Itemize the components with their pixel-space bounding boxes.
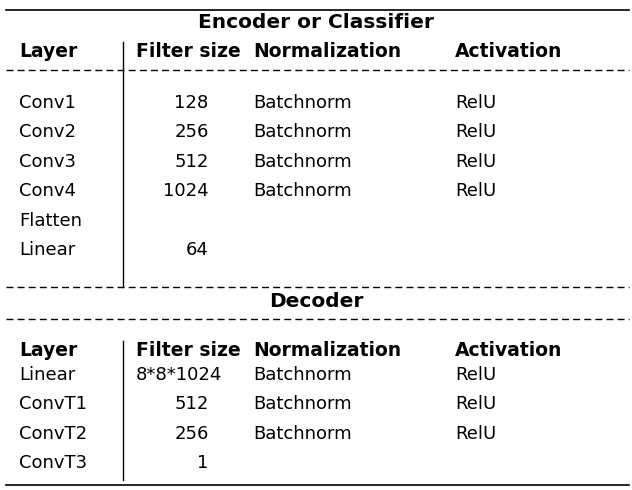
Text: 1024: 1024 [163,182,209,200]
Text: ConvT2: ConvT2 [19,425,87,442]
Text: RelU: RelU [455,153,496,171]
Text: Batchnorm: Batchnorm [253,153,351,171]
Text: RelU: RelU [455,366,496,384]
Text: Decoder: Decoder [269,292,363,311]
Text: Filter size: Filter size [136,341,241,360]
Text: 128: 128 [174,94,209,112]
Text: Layer: Layer [19,42,77,61]
Text: Linear: Linear [19,241,75,259]
Text: Batchnorm: Batchnorm [253,366,351,384]
Text: Encoder or Classifier: Encoder or Classifier [198,13,434,31]
Text: RelU: RelU [455,94,496,112]
Text: Conv1: Conv1 [19,94,76,112]
Text: Batchnorm: Batchnorm [253,182,351,200]
Text: 512: 512 [174,395,209,413]
Text: Batchnorm: Batchnorm [253,94,351,112]
Text: RelU: RelU [455,425,496,442]
Text: Batchnorm: Batchnorm [253,425,351,442]
Text: Activation: Activation [455,42,562,61]
Text: Batchnorm: Batchnorm [253,123,351,141]
Text: RelU: RelU [455,182,496,200]
Text: Normalization: Normalization [253,42,401,61]
Text: Conv4: Conv4 [19,182,76,200]
Text: 256: 256 [174,123,209,141]
Text: 256: 256 [174,425,209,442]
Text: Normalization: Normalization [253,341,401,360]
Text: ConvT1: ConvT1 [19,395,87,413]
Text: 512: 512 [174,153,209,171]
Text: RelU: RelU [455,123,496,141]
Text: 64: 64 [186,241,209,259]
Text: Flatten: Flatten [19,212,82,229]
Text: Filter size: Filter size [136,42,241,61]
Text: Conv3: Conv3 [19,153,76,171]
Text: Layer: Layer [19,341,77,360]
Text: 8*8*1024: 8*8*1024 [136,366,222,384]
Text: 1: 1 [197,454,209,472]
Text: ConvT3: ConvT3 [19,454,87,472]
Text: Batchnorm: Batchnorm [253,395,351,413]
Text: Conv2: Conv2 [19,123,76,141]
Text: Activation: Activation [455,341,562,360]
Text: Linear: Linear [19,366,75,384]
Text: RelU: RelU [455,395,496,413]
